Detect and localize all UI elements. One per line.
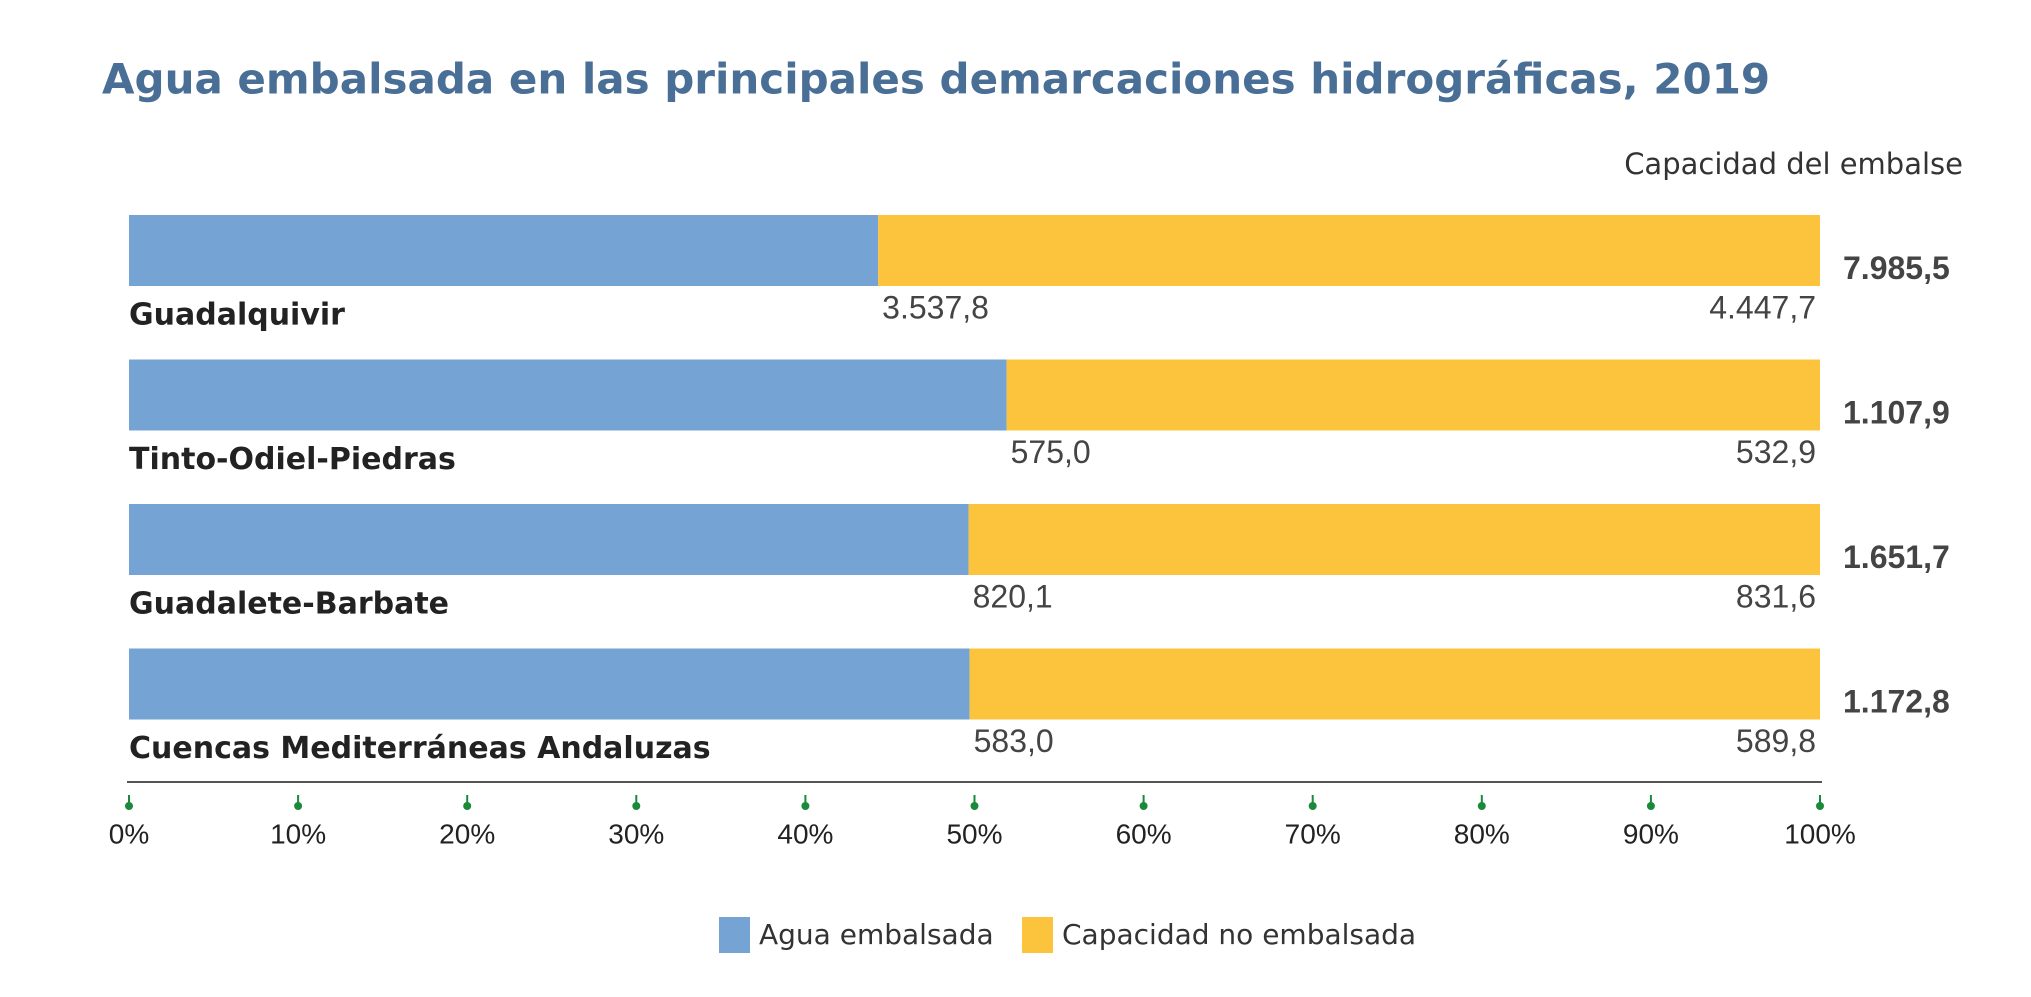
x-tick-label: 20% [439,818,495,849]
value-label: 4.447,7 [1709,289,1816,325]
x-tick-label: 80% [1454,818,1510,849]
value-label: 532,9 [1736,434,1816,470]
bar-segment [129,359,1007,431]
total-label: 7.985,5 [1843,250,1950,286]
x-tick-dot [632,802,641,810]
x-tick-label: 30% [608,818,664,849]
category-label: Cuencas Mediterráneas Andaluzas [129,731,711,766]
value-label: 820,1 [973,578,1053,614]
value-label: 589,8 [1736,723,1816,759]
x-tick-dot [1139,802,1148,810]
x-tick-label: 10% [270,818,326,849]
x-tick-label: 90% [1623,818,1679,849]
value-label: 3.537,8 [882,289,989,325]
category-label: Guadalquivir [129,298,345,333]
bar-segment [969,648,1820,720]
total-header: Capacidad del embalse [1624,147,1963,181]
value-label: 831,6 [1736,578,1816,614]
category-label: Guadalete-Barbate [129,587,449,622]
x-tick-dot [1816,802,1824,810]
legend-swatch [1022,917,1053,953]
x-tick-label: 60% [1116,818,1172,849]
x-tick-dot [125,802,133,810]
x-tick-label: 50% [946,818,1002,849]
x-tick-dot [1646,802,1655,810]
x-tick-label: 0% [109,818,149,849]
x-tick-label: 40% [777,818,833,849]
x-tick-label: 70% [1285,818,1341,849]
x-tick-dot [970,802,979,810]
value-label: 575,0 [1011,434,1091,470]
total-label: 1.172,8 [1843,683,1950,719]
x-tick-dot [1477,802,1486,810]
category-label: Tinto-Odiel-Piedras [129,442,456,477]
legend-label: Capacidad no embalsada [1062,918,1416,951]
x-tick-dot [463,802,472,810]
bar-segment [1006,359,1820,431]
bar-segment [129,215,879,286]
total-label: 1.651,7 [1843,539,1950,575]
bar-segment [878,215,1820,286]
x-tick-dot [1308,802,1317,810]
bar-segment [129,648,970,720]
chart-title: Agua embalsada en las principales demarc… [102,55,1770,104]
bar-segment [129,504,969,575]
bar-segment [968,504,1820,575]
total-label: 1.107,9 [1843,394,1950,430]
value-label: 583,0 [974,723,1054,759]
x-tick-label: 100% [1784,818,1856,849]
legend-label: Agua embalsada [759,918,994,951]
x-tick-dot [801,802,810,810]
x-tick-dot [294,802,303,810]
legend-swatch [719,917,750,953]
